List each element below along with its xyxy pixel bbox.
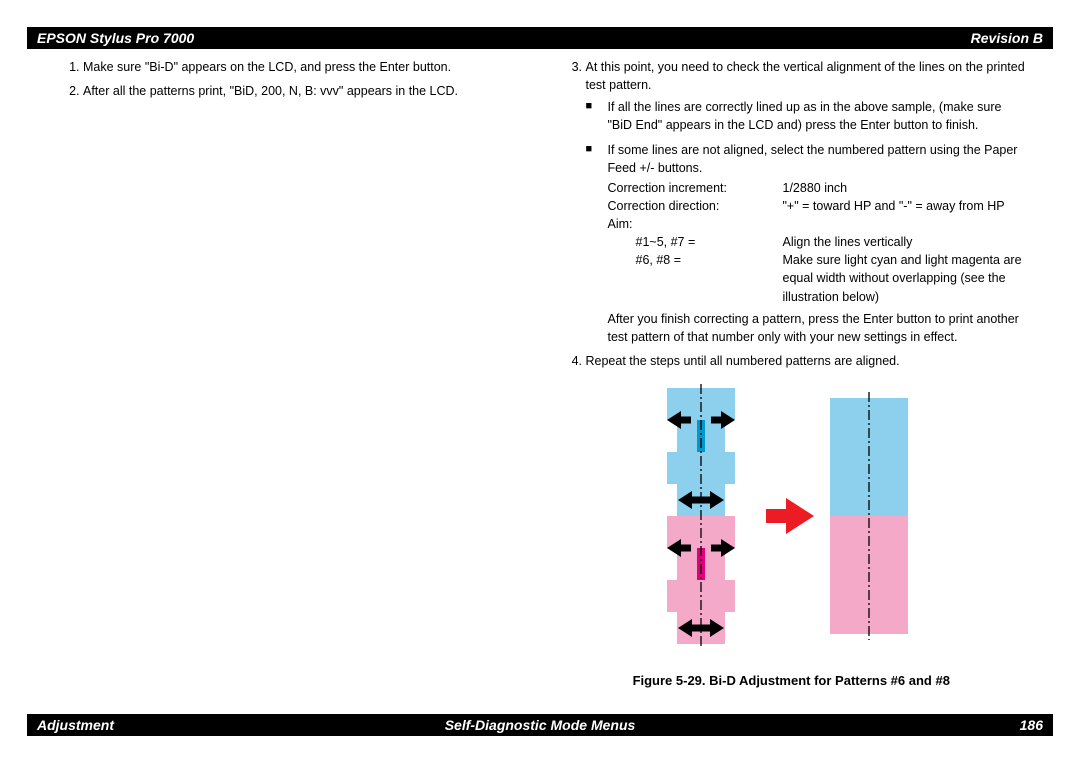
left-ordered-list: Make sure "Bi-D" appears on the LCD, and… — [55, 58, 523, 100]
corr-dir-val: "+" = toward HP and "-" = away from HP — [783, 197, 1026, 215]
aim-label: Aim: — [608, 215, 783, 233]
step-3-sublist: If all the lines are correctly lined up … — [586, 98, 1026, 346]
corr-inc-val: 1/2880 inch — [783, 179, 1026, 197]
corr-inc-label: Correction increment: — [608, 179, 783, 197]
step-2: After all the patterns print, "BiD, 200,… — [83, 82, 523, 100]
header-revision: Revision B — [971, 30, 1043, 46]
bid-adjustment-figure — [651, 382, 931, 656]
aim2-val: Make sure light cyan and light magenta a… — [783, 251, 1026, 305]
step-3-text: At this point, you need to check the ver… — [586, 60, 1025, 92]
left-column: Make sure "Bi-D" appears on the LCD, and… — [55, 58, 523, 705]
figure-wrap: Figure 5-29. Bi-D Adjustment for Pattern… — [558, 382, 1026, 688]
header-bar: EPSON Stylus Pro 7000 Revision B — [27, 27, 1053, 49]
footer-section: Adjustment — [37, 717, 114, 733]
bullet-aligned: If all the lines are correctly lined up … — [608, 98, 1026, 134]
footer-page-number: 186 — [1020, 717, 1043, 733]
right-column: At this point, you need to check the ver… — [558, 58, 1026, 705]
step-1: Make sure "Bi-D" appears on the LCD, and… — [83, 58, 523, 76]
right-ordered-list: At this point, you need to check the ver… — [558, 58, 1026, 370]
step-4: Repeat the steps until all numbered patt… — [586, 352, 1026, 370]
bullet-not-aligned: If some lines are not aligned, select th… — [608, 141, 1026, 346]
after-correction-text: After you finish correcting a pattern, p… — [608, 310, 1026, 346]
page-content: Make sure "Bi-D" appears on the LCD, and… — [55, 58, 1025, 705]
aim1-val: Align the lines vertically — [783, 233, 1026, 251]
footer-title: Self-Diagnostic Mode Menus — [27, 717, 1053, 733]
bullet-not-aligned-text: If some lines are not aligned, select th… — [608, 143, 1018, 175]
footer-bar: Adjustment Self-Diagnostic Mode Menus 18… — [27, 714, 1053, 736]
aim2-label: #6, #8 = — [608, 251, 783, 305]
aim1-label: #1~5, #7 = — [608, 233, 783, 251]
figure-caption: Figure 5-29. Bi-D Adjustment for Pattern… — [558, 673, 1026, 688]
step-3: At this point, you need to check the ver… — [586, 58, 1026, 346]
correction-table: Correction increment:1/2880 inch Correct… — [608, 179, 1026, 306]
header-title: EPSON Stylus Pro 7000 — [37, 30, 194, 46]
corr-dir-label: Correction direction: — [608, 197, 783, 215]
